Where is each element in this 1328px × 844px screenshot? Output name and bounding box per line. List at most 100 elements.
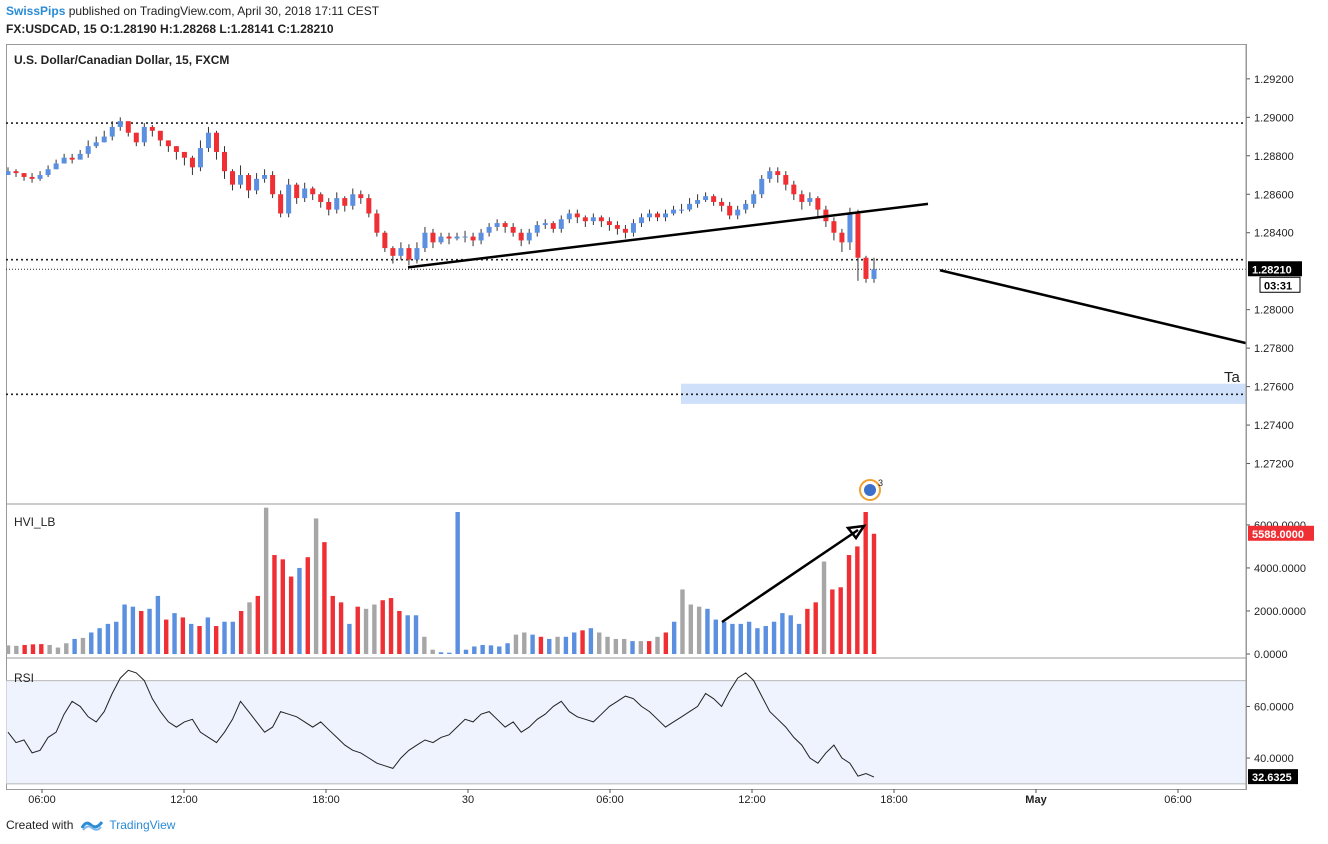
candle (446, 236, 452, 239)
volume-bar (205, 617, 211, 654)
candle (350, 194, 356, 206)
volume-bar (213, 626, 219, 654)
author-link[interactable]: SwissPips (6, 4, 66, 18)
candle (727, 205, 733, 216)
candle (222, 151, 227, 172)
candle (703, 196, 709, 201)
candle (454, 236, 460, 239)
volume-tick-label: 2000.0000 (1254, 606, 1306, 618)
volume-bar (522, 632, 527, 654)
candle (590, 217, 596, 222)
candle (687, 203, 693, 210)
candle (486, 226, 492, 233)
price-tick-label: 1.28800 (1254, 151, 1294, 163)
trendline-support (407, 202, 929, 269)
rsi-line (7, 669, 875, 778)
trendline-projection (939, 269, 1247, 345)
price-tick-label: 1.27400 (1254, 420, 1294, 432)
volume-bar (430, 649, 435, 654)
candle (542, 223, 548, 226)
candle (847, 213, 853, 243)
candle (655, 213, 660, 218)
volume-bar (463, 649, 469, 654)
time-tick-label: 18:00 (880, 794, 908, 806)
volume-bar (613, 638, 619, 654)
volume-bar (238, 610, 244, 654)
candle (791, 184, 797, 195)
volume-bar (288, 576, 294, 654)
volume-bar (380, 600, 385, 654)
volume-bar (89, 632, 94, 654)
candle (165, 140, 171, 147)
candle (398, 248, 404, 256)
target-zone (681, 383, 1246, 404)
volume-bar (180, 617, 186, 654)
volume-bar (313, 518, 319, 654)
volume-bar (813, 602, 818, 654)
candle (679, 209, 685, 211)
volume-bar (355, 606, 360, 654)
tradingview-link[interactable]: TradingView (109, 818, 176, 832)
volume-bar (230, 621, 236, 654)
candle (61, 157, 67, 164)
candle (606, 221, 612, 226)
last-price-label: 1.28210 (1252, 264, 1292, 276)
candle (133, 132, 139, 143)
candle (262, 175, 268, 179)
rsi-band (5, 680, 1247, 785)
candle (534, 225, 540, 233)
price-tick-label: 1.28000 (1254, 305, 1294, 317)
volume-bar (372, 604, 377, 654)
volume-bar (172, 613, 177, 654)
volume-bar (771, 621, 777, 654)
volume-tick-label: 0.0000 (1254, 649, 1288, 661)
candle (189, 157, 195, 168)
candle (671, 209, 677, 214)
candle (230, 171, 236, 185)
volume-last-badge (1248, 525, 1314, 541)
event-count: 3 (878, 478, 883, 488)
volume-bar (755, 628, 760, 654)
rsi-title: RSI (14, 671, 34, 685)
candle (246, 175, 252, 191)
volume-bar (130, 606, 136, 654)
volume-bar (455, 512, 460, 654)
candle (759, 178, 765, 195)
volume-bar (688, 604, 694, 654)
candle (799, 194, 805, 202)
volume-bar (788, 615, 793, 654)
volume-bar (247, 602, 252, 654)
volume-bar (122, 604, 127, 654)
price-tick-label: 1.27600 (1254, 382, 1294, 394)
volume-bar (705, 608, 710, 654)
volume-bar (338, 602, 344, 654)
candle (334, 198, 340, 210)
candle (5, 171, 11, 176)
time-tick-label: 06:00 (596, 794, 624, 806)
candle (478, 232, 484, 241)
volume-bar (397, 610, 402, 654)
candle (77, 153, 83, 160)
volume-bar (621, 638, 627, 654)
time-tick-label: 30 (462, 794, 474, 806)
candle (29, 176, 35, 179)
countdown-label: 03:31 (1264, 280, 1292, 292)
arrow-head-icon (845, 524, 867, 541)
candle (205, 132, 211, 149)
footer: Created with TradingView (6, 818, 175, 832)
candle (366, 198, 372, 214)
price-tick-label: 1.29000 (1254, 112, 1294, 124)
candle (630, 223, 636, 233)
volume-bar (746, 621, 752, 654)
time-tick-label: 06:00 (28, 794, 56, 806)
chart-svg[interactable]: U.S. Dollar/Canadian Dollar, 15, FXCM Ta 3… (5, 44, 1322, 806)
candle (430, 232, 436, 243)
volume-bar (263, 507, 269, 654)
tradingview-logo-icon (81, 821, 104, 831)
volume-bar (139, 610, 144, 654)
volume-bar (197, 626, 202, 654)
candle (286, 184, 292, 214)
candle (406, 248, 412, 260)
volume-bar (363, 608, 369, 654)
volume-bar (272, 555, 277, 654)
